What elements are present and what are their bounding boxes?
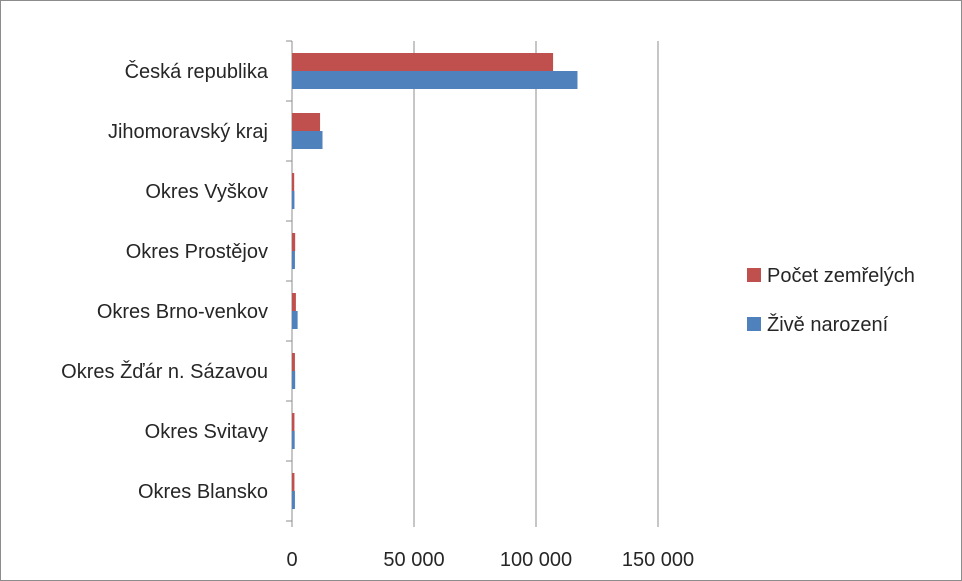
x-tick-label: 100 000	[500, 549, 572, 571]
category-labels: Česká republika Jihomoravský kraj Okres Vy…	[61, 60, 269, 503]
category-label: Okres Žďár n. Sázavou	[61, 360, 268, 383]
bar-pocet-zemrelych	[292, 173, 295, 191]
category-label: Okres Svitavy	[145, 421, 268, 443]
bar-pocet-zemrelych	[292, 473, 295, 491]
category-label: Okres Brno-venkov	[97, 301, 268, 323]
bar-zive-narozeni	[292, 251, 295, 269]
legend-swatch	[747, 317, 761, 331]
bar-zive-narozeni	[292, 431, 295, 449]
legend-label: Počet zemřelých	[767, 265, 915, 287]
bar-pocet-zemrelych	[292, 53, 554, 71]
gridlines	[413, 41, 659, 521]
legend: Počet zemřelých Živě narození	[747, 265, 915, 336]
bars	[292, 53, 578, 509]
category-label: Okres Prostějov	[126, 241, 268, 263]
category-label: Jihomoravský kraj	[108, 121, 268, 143]
x-tick-label: 150 000	[622, 549, 694, 571]
bar-zive-narozeni	[292, 131, 323, 149]
bar-pocet-zemrelych	[292, 353, 295, 371]
legend-label: Živě narození	[767, 313, 889, 336]
axes	[286, 40, 659, 527]
bar-pocet-zemrelych	[292, 233, 296, 251]
tick-labels: 0 50 000 100 000 150 000	[286, 549, 694, 571]
bar-zive-narozeni	[292, 371, 296, 389]
bar-zive-narozeni	[292, 71, 578, 89]
bar-pocet-zemrelych	[292, 113, 321, 131]
category-label: Okres Vyškov	[145, 181, 268, 203]
category-label: Česká republika	[125, 60, 269, 83]
bar-zive-narozeni	[292, 311, 298, 329]
bar-zive-narozeni	[292, 191, 295, 209]
legend-swatch	[747, 268, 761, 282]
x-tick-label: 0	[286, 549, 297, 571]
bar-pocet-zemrelych	[292, 413, 295, 431]
x-tick-label: 50 000	[383, 549, 444, 571]
bar-zive-narozeni	[292, 491, 295, 509]
category-label: Okres Blansko	[138, 481, 268, 503]
bar-pocet-zemrelych	[292, 293, 296, 311]
